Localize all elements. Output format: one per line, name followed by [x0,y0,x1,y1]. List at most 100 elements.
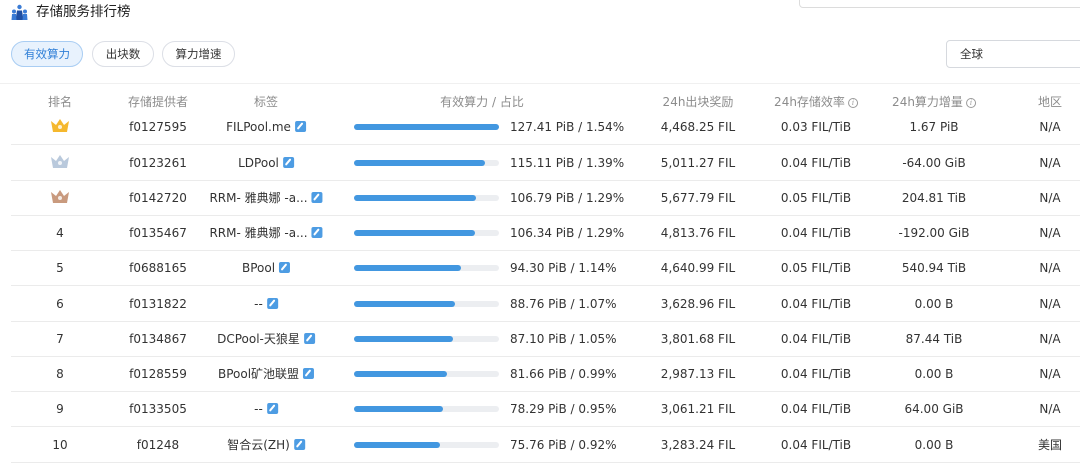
power-bar-track [354,230,499,236]
column-header-power[interactable]: 有效算力 / 占比 [440,95,524,109]
region-value: N/A [1039,402,1061,416]
tag-label[interactable]: FILPool.me [226,119,306,135]
tag-text: -- [254,402,263,416]
edit-icon[interactable] [311,227,323,238]
region-value: N/A [1039,191,1061,205]
efficiency-value: 0.03 FIL/TiB [780,120,852,134]
region-value: N/A [1039,297,1061,311]
table-row[interactable]: 6 f0131822 -- 88.76 PiB / 1.07% 3,628.96 FIL… [11,287,1080,322]
table-row[interactable]: f0142720 RRM- 雅典娜 -a... 106.79 PiB / 1.29%… [11,181,1080,216]
power-value: 94.30 PiB / 1.14% [510,261,617,275]
table-row[interactable]: 8 f0128559 BPool矿池联盟 81.66 PiB / 0.99% 2,987… [11,357,1080,392]
provider-id[interactable]: f0133505 [129,402,187,416]
power-bar-track [354,160,499,166]
power-bar-track [354,265,499,271]
table-row[interactable]: f0127595 FILPool.me 127.41 PiB / 1.54% 4,46… [11,110,1080,145]
tag-label[interactable]: DCPool-天狼星 [217,331,315,347]
table-row[interactable]: f0123261 LDPool 115.11 PiB / 1.39% 5,011.27… [11,146,1080,181]
efficiency-value: 0.04 FIL/TiB [780,438,852,452]
tag-label[interactable]: RRM- 雅典娜 -a... [209,190,323,206]
edit-icon[interactable] [303,368,315,379]
edit-icon[interactable] [266,298,278,309]
edit-icon[interactable] [293,439,305,450]
reward-value: 3,628.96 FIL [660,297,736,311]
table-row[interactable]: 4 f0135467 RRM- 雅典娜 -a... 106.34 PiB / 1.29… [11,216,1080,251]
reward-value: 3,283.24 FIL [660,438,736,452]
provider-id[interactable]: f0134867 [129,332,187,346]
column-header-increment-label: 24h算力增量 [892,95,963,109]
power-bar-track [354,124,499,130]
table-row[interactable]: 5 f0688165 BPool 94.30 PiB / 1.14% 4,640.99 … [11,251,1080,286]
tag-label[interactable]: 智合云(ZH) [227,437,305,453]
edit-icon[interactable] [282,157,294,168]
info-icon[interactable]: i [847,98,858,108]
power-value: 75.76 PiB / 0.92% [510,438,617,452]
table-row[interactable]: 10 f01248 智合云(ZH) 75.76 PiB / 0.92% 3,283.24… [11,428,1080,463]
provider-id[interactable]: f0135467 [129,226,187,240]
column-header-rank: 排名 [47,95,73,109]
reward-value: 5,677.79 FIL [660,191,736,205]
tag-label[interactable]: -- [254,296,278,312]
power-value: 78.29 PiB / 0.95% [510,402,617,416]
power-bar-fill [354,124,499,130]
power-bar-fill [354,265,461,271]
efficiency-value: 0.04 FIL/TiB [780,156,852,170]
power-value: 81.66 PiB / 0.99% [510,367,617,381]
edit-icon[interactable] [279,262,291,273]
increment-value: 204.81 TiB [901,191,967,205]
column-header-tag: 标签 [253,95,279,109]
tab-effective-power[interactable]: 有效算力 [11,41,83,67]
table-row[interactable]: 7 f0134867 DCPool-天狼星 87.10 PiB / 1.05% 3,80… [11,322,1080,357]
column-header-reward[interactable]: 24h出块奖励 [662,95,734,109]
reward-value: 4,640.99 FIL [660,261,736,275]
tag-label[interactable]: RRM- 雅典娜 -a... [209,225,323,241]
tag-text: BPool [241,261,276,275]
provider-id[interactable]: f0142720 [129,191,187,205]
reward-value: 2,987.13 FIL [660,367,736,381]
efficiency-value: 0.04 FIL/TiB [780,226,852,240]
region-value: N/A [1039,332,1061,346]
region-select[interactable]: 全球 [946,40,1080,68]
column-header-provider: 存储提供者 [127,95,189,109]
search-box[interactable] [799,0,1080,8]
power-value: 127.41 PiB / 1.54% [510,120,625,134]
provider-id[interactable]: f0123261 [129,156,187,170]
increment-value: 0.00 B [914,367,954,381]
tab-block-count[interactable]: 出块数 [92,41,154,67]
region-value: N/A [1039,156,1061,170]
edit-icon[interactable] [266,403,278,414]
tag-text: RRM- 雅典娜 -a... [209,226,308,240]
tag-label[interactable]: BPool矿池联盟 [218,366,315,382]
ranking-logo-icon [11,4,28,20]
reward-value: 4,468.25 FIL [660,120,736,134]
rank-number: 4 [56,226,64,240]
column-header-efficiency[interactable]: 24h存储效率 i [774,94,858,110]
rank-number: 10 [52,438,68,452]
power-value: 106.79 PiB / 1.29% [510,191,625,205]
edit-icon[interactable] [294,121,306,132]
reward-value: 3,801.68 FIL [660,332,736,346]
power-bar-track [354,336,499,342]
efficiency-value: 0.04 FIL/TiB [780,367,852,381]
power-value: 88.76 PiB / 1.07% [510,297,617,311]
provider-id[interactable]: f0131822 [129,297,187,311]
power-bar-track [354,301,499,307]
info-icon[interactable]: i [965,98,976,108]
provider-id[interactable]: f0127595 [129,120,187,134]
tag-label[interactable]: LDPool [238,155,294,171]
tag-label[interactable]: -- [254,401,278,417]
tab-power-growth[interactable]: 算力增速 [162,41,235,67]
column-header-increment[interactable]: 24h算力增量 i [892,94,976,110]
provider-id[interactable]: f0128559 [129,367,187,381]
edit-icon[interactable] [303,333,315,344]
tag-label[interactable]: BPool [241,260,291,276]
edit-icon[interactable] [311,192,323,203]
tag-text: -- [254,297,263,311]
provider-id[interactable]: f01248 [136,438,180,452]
increment-value: 64.00 GiB [904,402,964,416]
provider-id[interactable]: f0688165 [129,261,187,275]
tag-text: RRM- 雅典娜 -a... [209,191,308,205]
power-bar-fill [354,406,443,412]
reward-value: 3,061.21 FIL [660,402,736,416]
table-row[interactable]: 9 f0133505 -- 78.29 PiB / 0.95% 3,061.21 FIL… [11,392,1080,427]
